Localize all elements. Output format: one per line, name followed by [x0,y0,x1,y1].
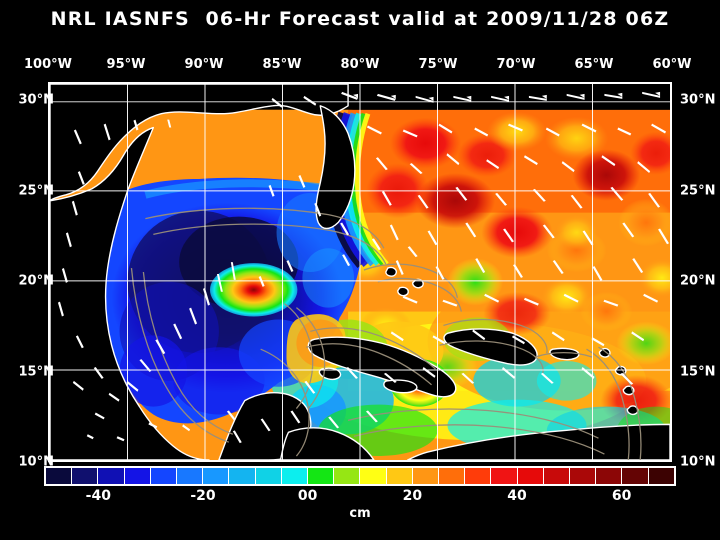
colorbar-swatch[interactable] [596,468,623,484]
ssh-field-svg [50,84,670,460]
colorbar-swatch[interactable] [124,468,151,484]
lat-tick-label-right: 10°N [680,454,716,470]
colorbar-swatch[interactable] [622,468,649,484]
lat-tick-label-left: 30°N [18,92,54,108]
colorbar-unit-label: cm [349,506,371,521]
colorbar-tick-label: -40 [85,488,111,504]
colorbar-swatch[interactable] [98,468,125,484]
colorbar-tick-label: 40 [507,488,527,504]
colorbar-swatch[interactable] [203,468,230,484]
page-title: NRL IASNFS 06-Hr Forecast valid at 2009/… [50,8,670,30]
colorbar-swatch[interactable] [281,468,309,484]
colorbar-swatch[interactable] [229,468,256,484]
colorbar-tick-label: -20 [190,488,216,504]
colorbar[interactable] [44,466,676,486]
lat-tick-label-left: 20°N [18,273,54,289]
lon-tick-label: 100°W [24,57,72,72]
colorbar-swatch[interactable] [439,468,466,484]
colorbar-swatch[interactable] [412,468,440,484]
colorbar-swatch[interactable] [150,468,178,484]
colorbar-swatch[interactable] [648,468,674,484]
colorbar-swatch[interactable] [334,468,361,484]
colorbar-tick-label: 00 [297,488,318,504]
colorbar-swatch[interactable] [255,468,282,484]
lat-tick-label-right: 25°N [680,183,716,199]
colorbar-tick-labels: -40 -20 00 20 40 60 [46,488,674,506]
colorbar-swatch[interactable] [465,468,492,484]
colorbar-swatch[interactable] [177,468,204,484]
colorbar-swatch[interactable] [72,468,99,484]
lat-tick-label-left: 10°N [18,454,54,470]
colorbar-swatch[interactable] [543,468,571,484]
colorbar-swatch[interactable] [386,468,413,484]
lat-tick-label-left: 25°N [18,183,54,199]
colorbar-swatch[interactable] [308,468,335,484]
colorbar-swatch[interactable] [46,468,73,484]
colorbar-tick-label: 20 [402,488,423,504]
colorbar-swatch[interactable] [517,468,544,484]
lat-tick-label-right: 20°N [680,273,716,289]
lon-tick-label: 95°W [106,57,146,72]
colorbar-tick-label: 60 [611,488,632,504]
lon-tick-label: 80°W [340,57,380,72]
map-plot-area[interactable]: Surface Elevation [48,82,672,462]
lat-tick-label-right: 30°N [680,92,716,108]
lon-tick-label: 75°W [418,57,458,72]
lat-tick-label-right: 15°N [680,364,716,380]
lon-tick-label: 60°W [652,57,692,72]
lon-tick-label: 90°W [184,57,224,72]
longitude-axis: 100°W 95°W 90°W 85°W 80°W 75°W 70°W 65°W 60°W [24,57,691,75]
colorbar-swatch[interactable] [491,468,518,484]
map-canvas [50,84,670,460]
colorbar-swatch[interactable] [360,468,387,484]
lat-tick-label-left: 15°N [18,364,54,380]
lon-tick-label: 70°W [496,57,536,72]
lon-tick-label: 85°W [262,57,302,72]
lon-tick-label: 65°W [574,57,614,72]
colorbar-swatch[interactable] [570,468,597,484]
